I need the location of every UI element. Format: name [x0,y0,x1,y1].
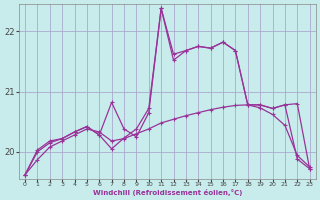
X-axis label: Windchill (Refroidissement éolien,°C): Windchill (Refroidissement éolien,°C) [93,189,242,196]
